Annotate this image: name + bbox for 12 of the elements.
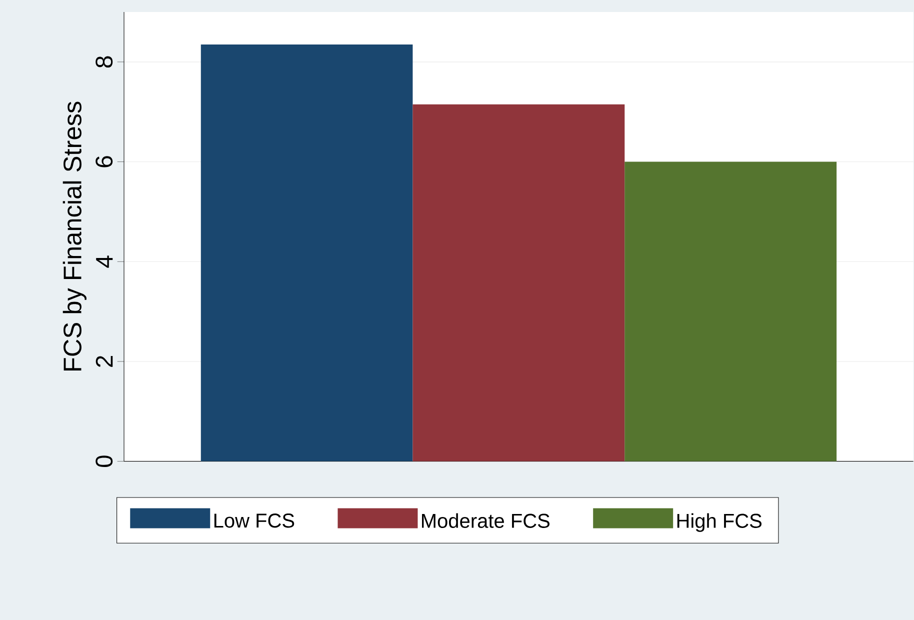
bar bbox=[624, 162, 837, 462]
legend-label: Moderate FCS bbox=[422, 513, 550, 528]
y-tick-label: 6 bbox=[96, 156, 113, 168]
y-tick-label: 2 bbox=[96, 356, 113, 367]
legend-label: Low FCS bbox=[214, 514, 294, 528]
y-tick-label: 8 bbox=[96, 56, 113, 68]
y-tick-label: 4 bbox=[96, 256, 113, 268]
y-axis-title: FCS by Financial Stress bbox=[62, 102, 86, 370]
bar bbox=[200, 44, 413, 462]
legend-label: High FCS bbox=[677, 513, 762, 532]
bar bbox=[412, 104, 625, 462]
y-tick-label: 0 bbox=[96, 456, 113, 468]
